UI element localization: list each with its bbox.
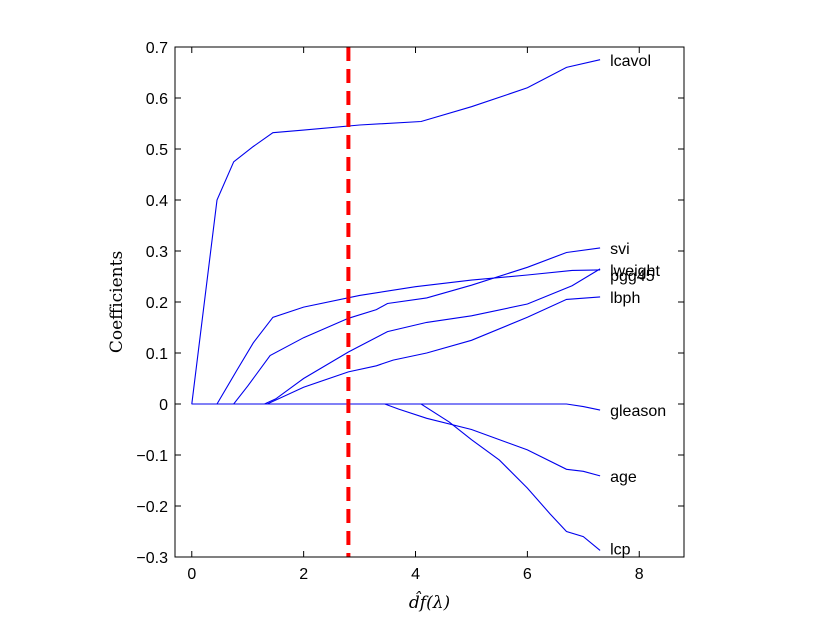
series-label-lcp: lcp — [610, 541, 631, 558]
y-tick-label: 0.7 — [146, 40, 168, 57]
y-tick-label: −0.3 — [136, 550, 168, 567]
series-label-pgg45: pgg45 — [610, 268, 655, 285]
series-line-svi — [191, 247, 601, 405]
x-axis-title: d̂f(λ) — [409, 591, 450, 613]
x-tick-label: 8 — [635, 566, 644, 583]
series-line-lcavol — [191, 59, 601, 405]
y-tick-label: 0.4 — [146, 193, 168, 210]
series-label-lbph: lbph — [610, 290, 640, 307]
y-tick-label: −0.2 — [136, 499, 168, 516]
series-layer — [191, 59, 601, 551]
series-label-lweight: lweight — [610, 263, 660, 280]
y-tick-label: 0.3 — [146, 244, 168, 261]
plot-frame — [174, 46, 685, 558]
series-line-lcp — [191, 403, 601, 551]
y-tick-label: 0.2 — [146, 295, 168, 312]
series-line-lbph — [191, 296, 601, 405]
series-line-lweight — [191, 269, 601, 405]
y-tick-label: 0.6 — [146, 91, 168, 108]
x-tick-label: 4 — [411, 566, 420, 583]
x-tick-label: 0 — [187, 566, 196, 583]
series-line-pgg45 — [191, 268, 601, 405]
series-line-age — [191, 403, 601, 477]
tick-layer: 0 2 4 6 8 −0.3 −0.2 −0.1 0 0.1 0.2 0.3 0.4 0.5 0.6 0.7 — [136, 40, 684, 583]
y-tick-label: 0 — [159, 397, 168, 414]
x-tick-label: 6 — [523, 566, 532, 583]
y-tick-label: −0.1 — [136, 448, 168, 465]
series-line-gleason — [191, 403, 601, 411]
y-tick-label: 0.5 — [146, 142, 168, 159]
series-label-svi: svi — [610, 241, 630, 258]
y-tick-label: 0.1 — [146, 346, 168, 363]
y-axis-title: Coefficients — [107, 251, 127, 353]
series-label-gleason: gleason — [610, 403, 666, 420]
series-label-age: age — [610, 469, 637, 486]
x-tick-label: 2 — [299, 566, 308, 583]
series-label-lcavol: lcavol — [610, 53, 651, 70]
